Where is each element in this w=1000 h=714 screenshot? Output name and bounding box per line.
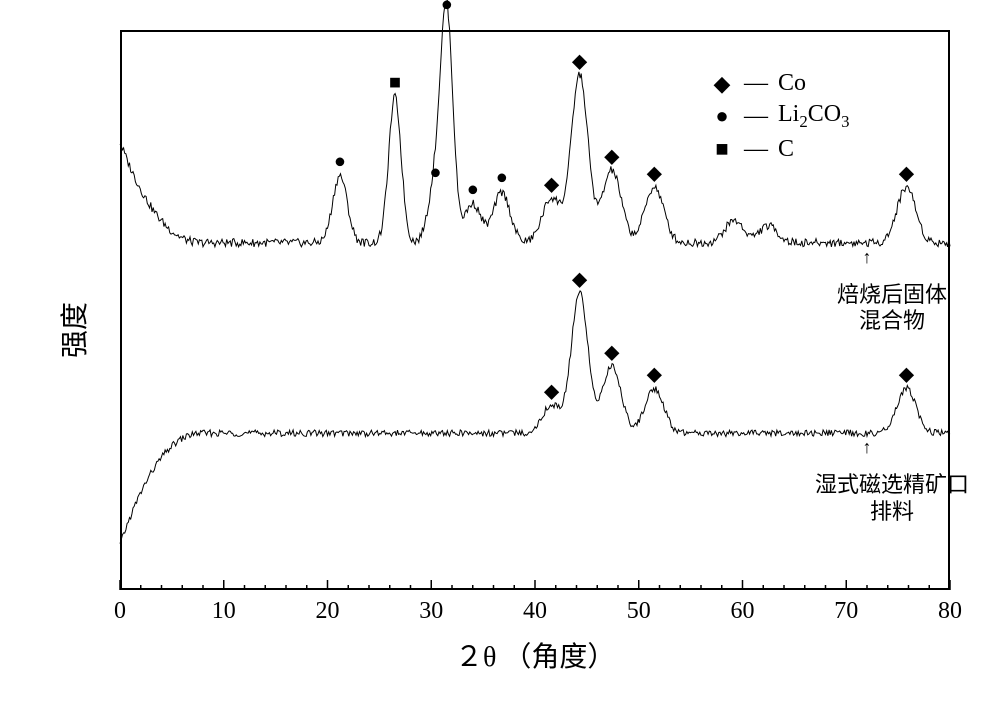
legend-symbol: ◆: [710, 71, 734, 97]
peak-marker: ●: [496, 167, 508, 190]
annotation-text: 焙烧后固体混合物: [807, 282, 977, 335]
peak-marker: ●: [441, 0, 453, 16]
spectrum-svg: [0, 0, 1000, 714]
legend-label: Co: [778, 70, 806, 97]
legend-item: ● — Li2CO3: [710, 101, 849, 132]
peak-marker: ■: [389, 72, 401, 95]
peak-marker: ●: [429, 161, 441, 184]
peak-marker: ●: [467, 178, 479, 201]
annotation-text: 湿式磁选精矿口排料: [807, 472, 977, 525]
peak-marker: ◆: [647, 160, 662, 185]
peak-marker: ◆: [899, 160, 914, 185]
annotation-arrow: ↑: [863, 437, 872, 458]
legend-item: ■ — C: [710, 136, 849, 163]
legend: ◆ — Co ● — Li2CO3 ■ — C: [710, 70, 849, 167]
peak-marker: ◆: [544, 379, 559, 404]
peak-marker: ◆: [544, 172, 559, 197]
peak-marker: ◆: [604, 144, 619, 169]
peak-marker: ◆: [899, 362, 914, 387]
legend-symbol: ●: [710, 103, 734, 129]
annotation-arrow: ↑: [863, 247, 872, 268]
peak-marker: ◆: [604, 340, 619, 365]
legend-dash: —: [742, 103, 770, 130]
peak-marker: ◆: [572, 267, 587, 292]
peak-marker: ◆: [647, 362, 662, 387]
legend-item: ◆ — Co: [710, 70, 849, 97]
legend-dash: —: [742, 70, 770, 97]
legend-symbol: ■: [710, 136, 734, 162]
peak-marker: ◆: [572, 48, 587, 73]
legend-label: C: [778, 136, 794, 163]
legend-dash: —: [742, 136, 770, 163]
peak-marker: ●: [334, 150, 346, 173]
legend-label: Li2CO3: [778, 101, 849, 132]
